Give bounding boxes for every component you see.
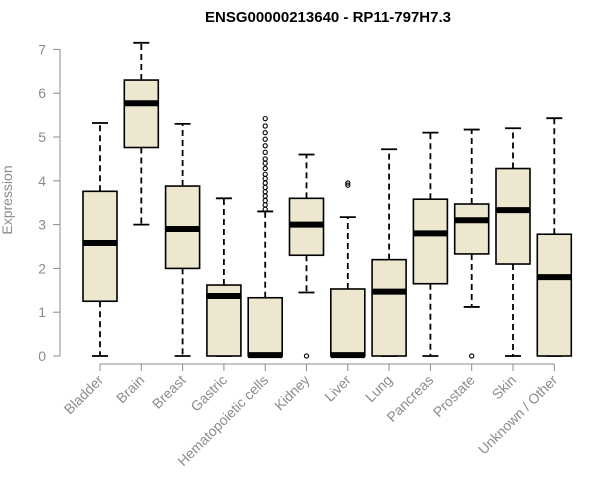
outlier-hematopoietic-cells-3 [262,193,268,199]
box-hematopoietic-cells [247,115,283,359]
x-tick-label-skin: Skin [489,372,520,403]
outlier-liver-1 [345,180,351,186]
y-axis-label: Expression [0,165,15,234]
box-brain [123,41,160,226]
outlier-kidney-0 [303,353,310,359]
outlier-hematopoietic-cells-6 [262,180,268,186]
iqr-box-skin [495,167,531,265]
iqr-box-liver [329,288,366,357]
x-tick-label-lung: Lung [362,372,395,405]
y-tick-label-4: 4 [38,173,46,189]
outlier-hematopoietic-cells-8 [262,171,268,177]
y-tick-label-3: 3 [38,217,46,233]
iqr-box-brain [123,79,160,149]
y-tick-label-6: 6 [38,85,46,101]
iqr-box-hematopoietic-cells [247,296,283,357]
outlier-hematopoietic-cells-10 [262,160,268,166]
iqr-box-lung [371,258,407,357]
outlier-hematopoietic-cells-4 [262,189,268,195]
box-liver [329,180,366,359]
outlier-hematopoietic-cells-11 [262,156,268,162]
x-tick-label-kidney: Kidney [271,372,313,414]
outlier-prostate-0 [469,353,475,359]
iqr-box-prostate [453,203,490,255]
y-tick-label-0: 0 [38,348,46,364]
iqr-box-bladder [82,190,118,303]
outlier-hematopoietic-cells-1 [262,202,268,208]
outlier-hematopoietic-cells-2 [262,197,268,204]
box-gastric [206,197,242,357]
x-tick-label-prostate: Prostate [430,372,478,420]
outlier-hematopoietic-cells-15 [262,129,268,136]
box-lung [371,148,407,357]
box-breast [164,122,201,357]
x-tick-label-liver: Liver [321,372,354,405]
iqr-box-unknown-other [536,233,573,357]
y-tick-label-2: 2 [38,260,46,276]
box-unknown-other [536,117,573,357]
x-tick-label-bladder: Bladder [61,372,107,418]
box-kidney [288,153,325,359]
outlier-hematopoietic-cells-7 [262,175,268,182]
box-pancreas [412,131,449,357]
iqr-box-pancreas [412,198,449,285]
outlier-hematopoietic-cells-14 [262,136,268,142]
outlier-hematopoietic-cells-5 [262,184,268,191]
chart-title: ENSG00000213640 - RP11-797H7.3 [205,9,451,26]
outlier-liver-0 [345,182,351,188]
outlier-hematopoietic-cells-17 [262,115,268,122]
y-tick-label-1: 1 [38,304,46,320]
x-tick-label-brain: Brain [113,372,147,406]
y-tick-label-5: 5 [38,129,46,145]
boxes-group [82,41,573,359]
y-axis: 0 1 2 3 4 5 6 7 [38,41,61,364]
y-tick-label-7: 7 [38,41,46,57]
outlier-hematopoietic-cells-13 [262,143,268,149]
outlier-hematopoietic-cells-12 [262,149,268,155]
x-tick-label-breast: Breast [149,372,189,412]
box-bladder [82,122,118,357]
box-skin [495,127,531,357]
box-prostate [453,128,490,359]
outlier-hematopoietic-cells-16 [262,123,268,129]
outlier-hematopoietic-cells-9 [262,165,268,172]
